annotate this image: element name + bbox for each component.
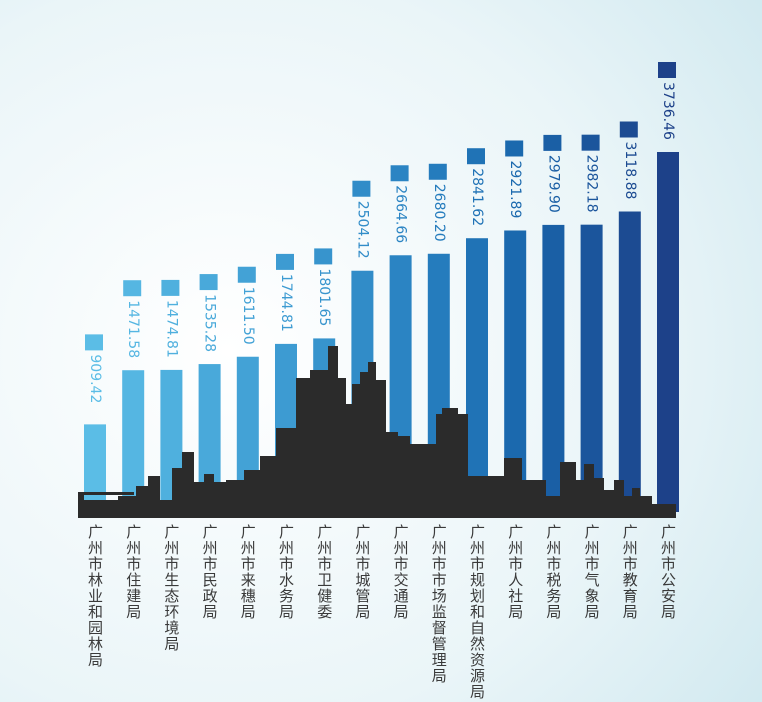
bar-cap bbox=[543, 135, 561, 151]
category-label: 广州市公安局 bbox=[659, 524, 677, 620]
chart: 909.42 1471.58 1474.81 1535.28 1611.50 1744.8… bbox=[0, 0, 762, 702]
value-label: 1474.81 bbox=[163, 300, 179, 358]
category-label: 广州市规划和自然资源局 bbox=[468, 524, 486, 700]
bar-cap bbox=[276, 254, 294, 270]
value-label: 1471.58 bbox=[125, 300, 141, 358]
value-label: 2664.66 bbox=[393, 185, 409, 243]
value-label: 1611.50 bbox=[240, 287, 256, 345]
value-label: 909.42 bbox=[87, 354, 103, 403]
value-label: 3736.46 bbox=[660, 82, 676, 140]
value-label: 2680.20 bbox=[431, 184, 447, 242]
bar bbox=[619, 212, 641, 512]
category-label: 广州市民政局 bbox=[201, 524, 219, 620]
bar bbox=[84, 424, 106, 512]
value-label: 1535.28 bbox=[202, 294, 218, 352]
bar-cap bbox=[391, 165, 409, 181]
category-label: 广州市住建局 bbox=[124, 524, 142, 620]
category-label: 广州市市场监督管理局 bbox=[430, 524, 448, 684]
bar-cap bbox=[161, 280, 179, 296]
category-label: 广州市人社局 bbox=[506, 524, 524, 620]
category-label: 广州市税务局 bbox=[544, 524, 562, 620]
bar-cap bbox=[314, 248, 332, 264]
bar-cap bbox=[200, 274, 218, 290]
value-label: 2979.90 bbox=[545, 155, 561, 213]
bar bbox=[657, 152, 679, 512]
bar-cap bbox=[123, 280, 141, 296]
background bbox=[0, 0, 762, 702]
bar-cap bbox=[582, 135, 600, 151]
category-label: 广州市林业和园林局 bbox=[86, 524, 104, 668]
value-label: 3118.88 bbox=[622, 142, 638, 200]
bar-cap bbox=[467, 148, 485, 164]
value-label: 1744.81 bbox=[278, 274, 294, 332]
bar-cap bbox=[658, 62, 676, 78]
bar-cap bbox=[85, 334, 103, 350]
category-label: 广州市交通局 bbox=[392, 524, 410, 620]
bar-cap bbox=[620, 122, 638, 138]
value-label: 2504.12 bbox=[354, 201, 370, 259]
bar-cap bbox=[238, 267, 256, 283]
category-label: 广州市水务局 bbox=[277, 524, 295, 620]
value-label: 1801.65 bbox=[316, 268, 332, 326]
category-label: 广州市卫健委 bbox=[315, 524, 333, 620]
value-label: 2841.62 bbox=[469, 168, 485, 226]
category-label: 广州市生态环境局 bbox=[162, 524, 180, 652]
value-label: 2982.18 bbox=[584, 155, 600, 213]
category-label: 广州市气象局 bbox=[583, 524, 601, 620]
category-label: 广州市城管局 bbox=[353, 524, 371, 620]
category-label: 广州市教育局 bbox=[621, 524, 639, 620]
bar-cap bbox=[505, 140, 523, 156]
bar-cap bbox=[429, 164, 447, 180]
value-label: 2921.89 bbox=[507, 160, 523, 218]
bar bbox=[466, 238, 488, 512]
category-label: 广州市来穗局 bbox=[239, 524, 257, 620]
bar-cap bbox=[352, 181, 370, 197]
